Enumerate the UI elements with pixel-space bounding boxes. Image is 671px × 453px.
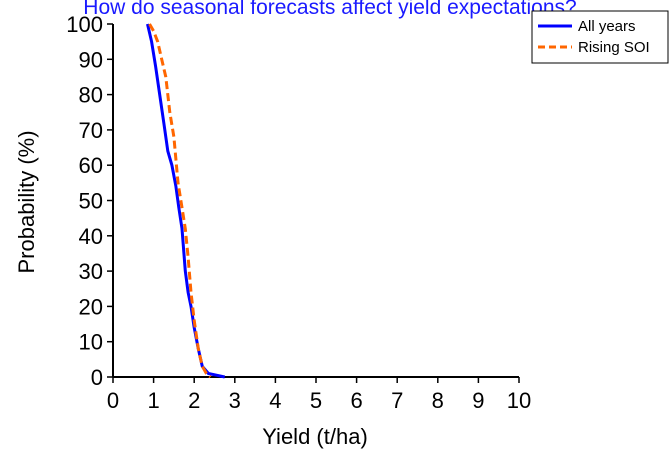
y-axis-label: Probability (%) (14, 130, 39, 273)
y-tick-label-10: 10 (79, 330, 103, 355)
legend-label-rising-soi: Rising SOI (578, 39, 650, 56)
x-axis-label: Yield (t/ha) (262, 424, 368, 449)
y-tick-label-20: 20 (79, 294, 103, 319)
x-tick-label-2: 2 (188, 388, 200, 413)
legend-label-all-years: All years (578, 18, 636, 35)
y-tick-label-0: 0 (91, 365, 103, 390)
series-layer (146, 23, 226, 379)
y-tick-label-30: 30 (79, 259, 103, 284)
x-tick-label-6: 6 (350, 388, 362, 413)
legend: All years Rising SOI (531, 10, 669, 64)
y-tick-label-50: 50 (79, 189, 103, 214)
x-tick-label-3: 3 (229, 388, 241, 413)
x-tick-label-10: 10 (507, 388, 531, 413)
x-tick-label-1: 1 (147, 388, 159, 413)
series-line-all-years (146, 23, 226, 379)
x-tick-label-4: 4 (269, 388, 281, 413)
x-tick-label-7: 7 (391, 388, 403, 413)
x-tick-label-0: 0 (107, 388, 119, 413)
y-tick-label-100: 100 (66, 12, 103, 37)
legend-box (531, 10, 669, 64)
y-tick-label-60: 60 (79, 153, 103, 178)
y-tick-label-40: 40 (79, 224, 103, 249)
y-tick-label-90: 90 (79, 47, 103, 72)
x-tick-label-9: 9 (472, 388, 484, 413)
x-tick-label-5: 5 (310, 388, 322, 413)
chart-title: How do seasonal forecasts affect yield e… (83, 0, 576, 19)
y-tick-label-70: 70 (79, 118, 103, 143)
y-tick-label-80: 80 (79, 83, 103, 108)
series-line-rising-soi (148, 23, 212, 379)
x-tick-label-8: 8 (432, 388, 444, 413)
